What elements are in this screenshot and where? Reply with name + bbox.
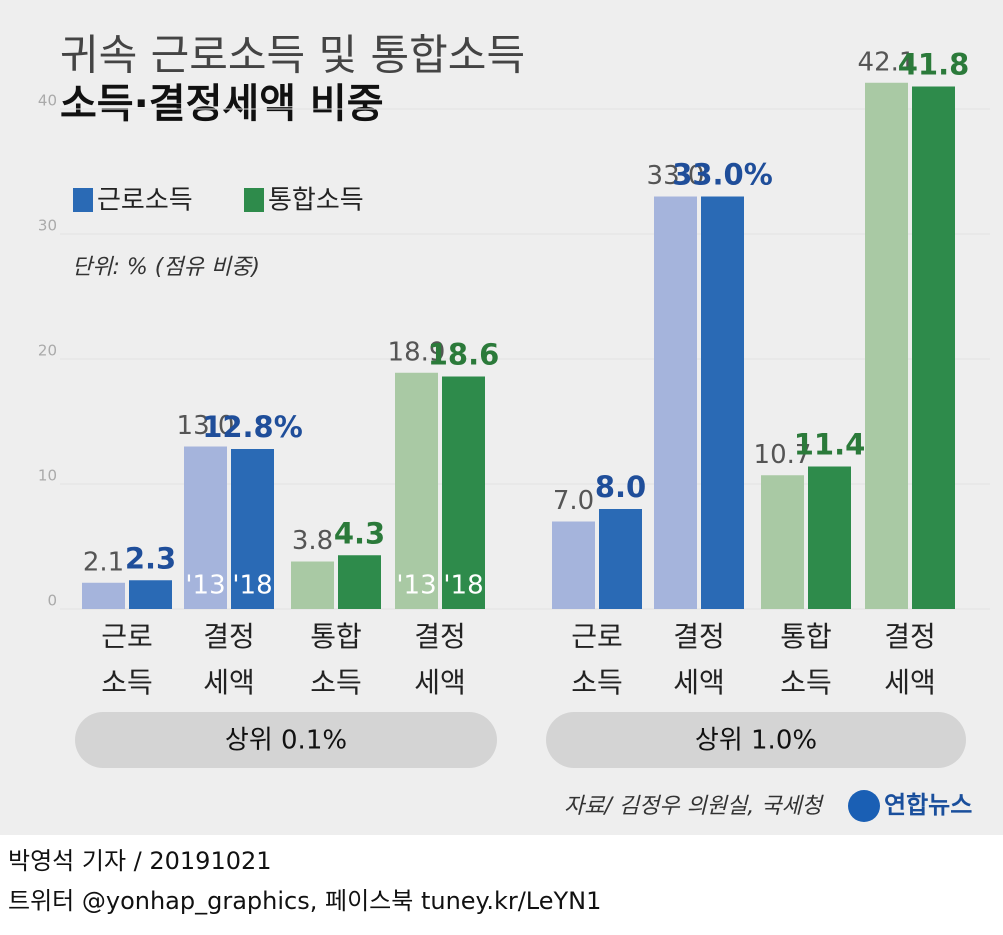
y-tick-label: 30 [38,217,57,235]
legend-swatch [244,188,264,212]
value-label: 4.3 [334,516,385,550]
x-tick-label: 결정 [884,620,936,653]
x-tick-label: 결정 [203,620,255,653]
unit-note: 단위: % (점유 비중) [72,255,260,280]
bar [395,372,438,609]
value-label: 18.9 [388,337,446,367]
group-pill [75,712,497,768]
legend-swatch [73,188,93,212]
x-tick-label: 세액 [203,666,255,699]
group-label: 상위 1.0% [695,726,817,756]
x-tick-label: 세액 [673,666,725,699]
x-tick-label: 통합 [310,620,362,653]
series-label: '13 [185,571,225,601]
legend-label: 근로소득 [97,186,193,216]
value-label: 33.0% [672,158,773,192]
bar [912,86,955,609]
value-label: 13.0 [177,411,235,441]
bar [291,561,334,609]
bar [184,446,227,609]
bar [701,196,744,609]
logo: 연합뉴스 [884,791,972,819]
bar [654,196,697,609]
value-label: 7.0 [553,486,594,516]
value-label: 18.6 [428,338,500,372]
x-tick-label: 결정 [414,620,466,653]
x-tick-label: 소득 [310,666,362,699]
y-tick-label: 40 [38,92,57,110]
value-label: 33.0 [647,161,705,191]
x-tick-label: 통합 [780,620,832,653]
x-tick-label: 세액 [884,666,936,699]
chart-background [0,0,1003,835]
legend-label: 통합소득 [268,186,364,216]
bar [761,475,804,609]
bar [599,509,642,609]
series-label: '18 [232,571,272,601]
value-label: 12.8% [202,410,303,444]
x-tick-label: 결정 [673,620,725,653]
y-tick-label: 10 [38,467,57,485]
chart-subtitle: 소득·결정세액 비중 [60,81,384,127]
chart-title: 귀속 근로소득 및 통합소득 [60,31,525,80]
x-tick-label: 세액 [414,666,466,699]
y-tick-label: 0 [47,592,57,610]
value-label: 42.1 [858,47,916,77]
x-tick-label: 소득 [101,666,153,699]
group-label: 상위 0.1% [225,726,347,756]
logo-icon [848,790,880,822]
bar [808,466,851,609]
y-tick-label: 20 [38,342,57,360]
value-label: 10.7 [754,440,812,470]
bar [865,82,908,609]
x-tick-label: 근로 [571,620,623,653]
social: 트위터 @yonhap_graphics, 페이스북 tuney.kr/LeYN… [8,887,601,915]
value-label: 3.8 [292,526,333,556]
x-tick-label: 근로 [101,620,153,653]
bar [129,580,172,609]
source: 자료/ 김정우 의원실, 국세청 [564,794,825,819]
value-label: 2.1 [83,547,124,577]
bar [338,555,381,609]
bar [442,376,485,609]
bar [552,521,595,609]
value-label: 2.3 [125,541,176,575]
x-tick-label: 소득 [571,666,623,699]
bar [231,449,274,609]
credit: 박영석 기자 / 20191021 [8,847,272,875]
value-label: 11.4 [794,428,866,462]
x-tick-label: 소득 [780,666,832,699]
bar [82,582,125,609]
series-label: '18 [443,571,483,601]
group-pill [546,712,966,768]
value-label: 8.0 [595,470,646,504]
value-label: 41.8 [898,48,970,82]
series-label: '13 [396,571,436,601]
